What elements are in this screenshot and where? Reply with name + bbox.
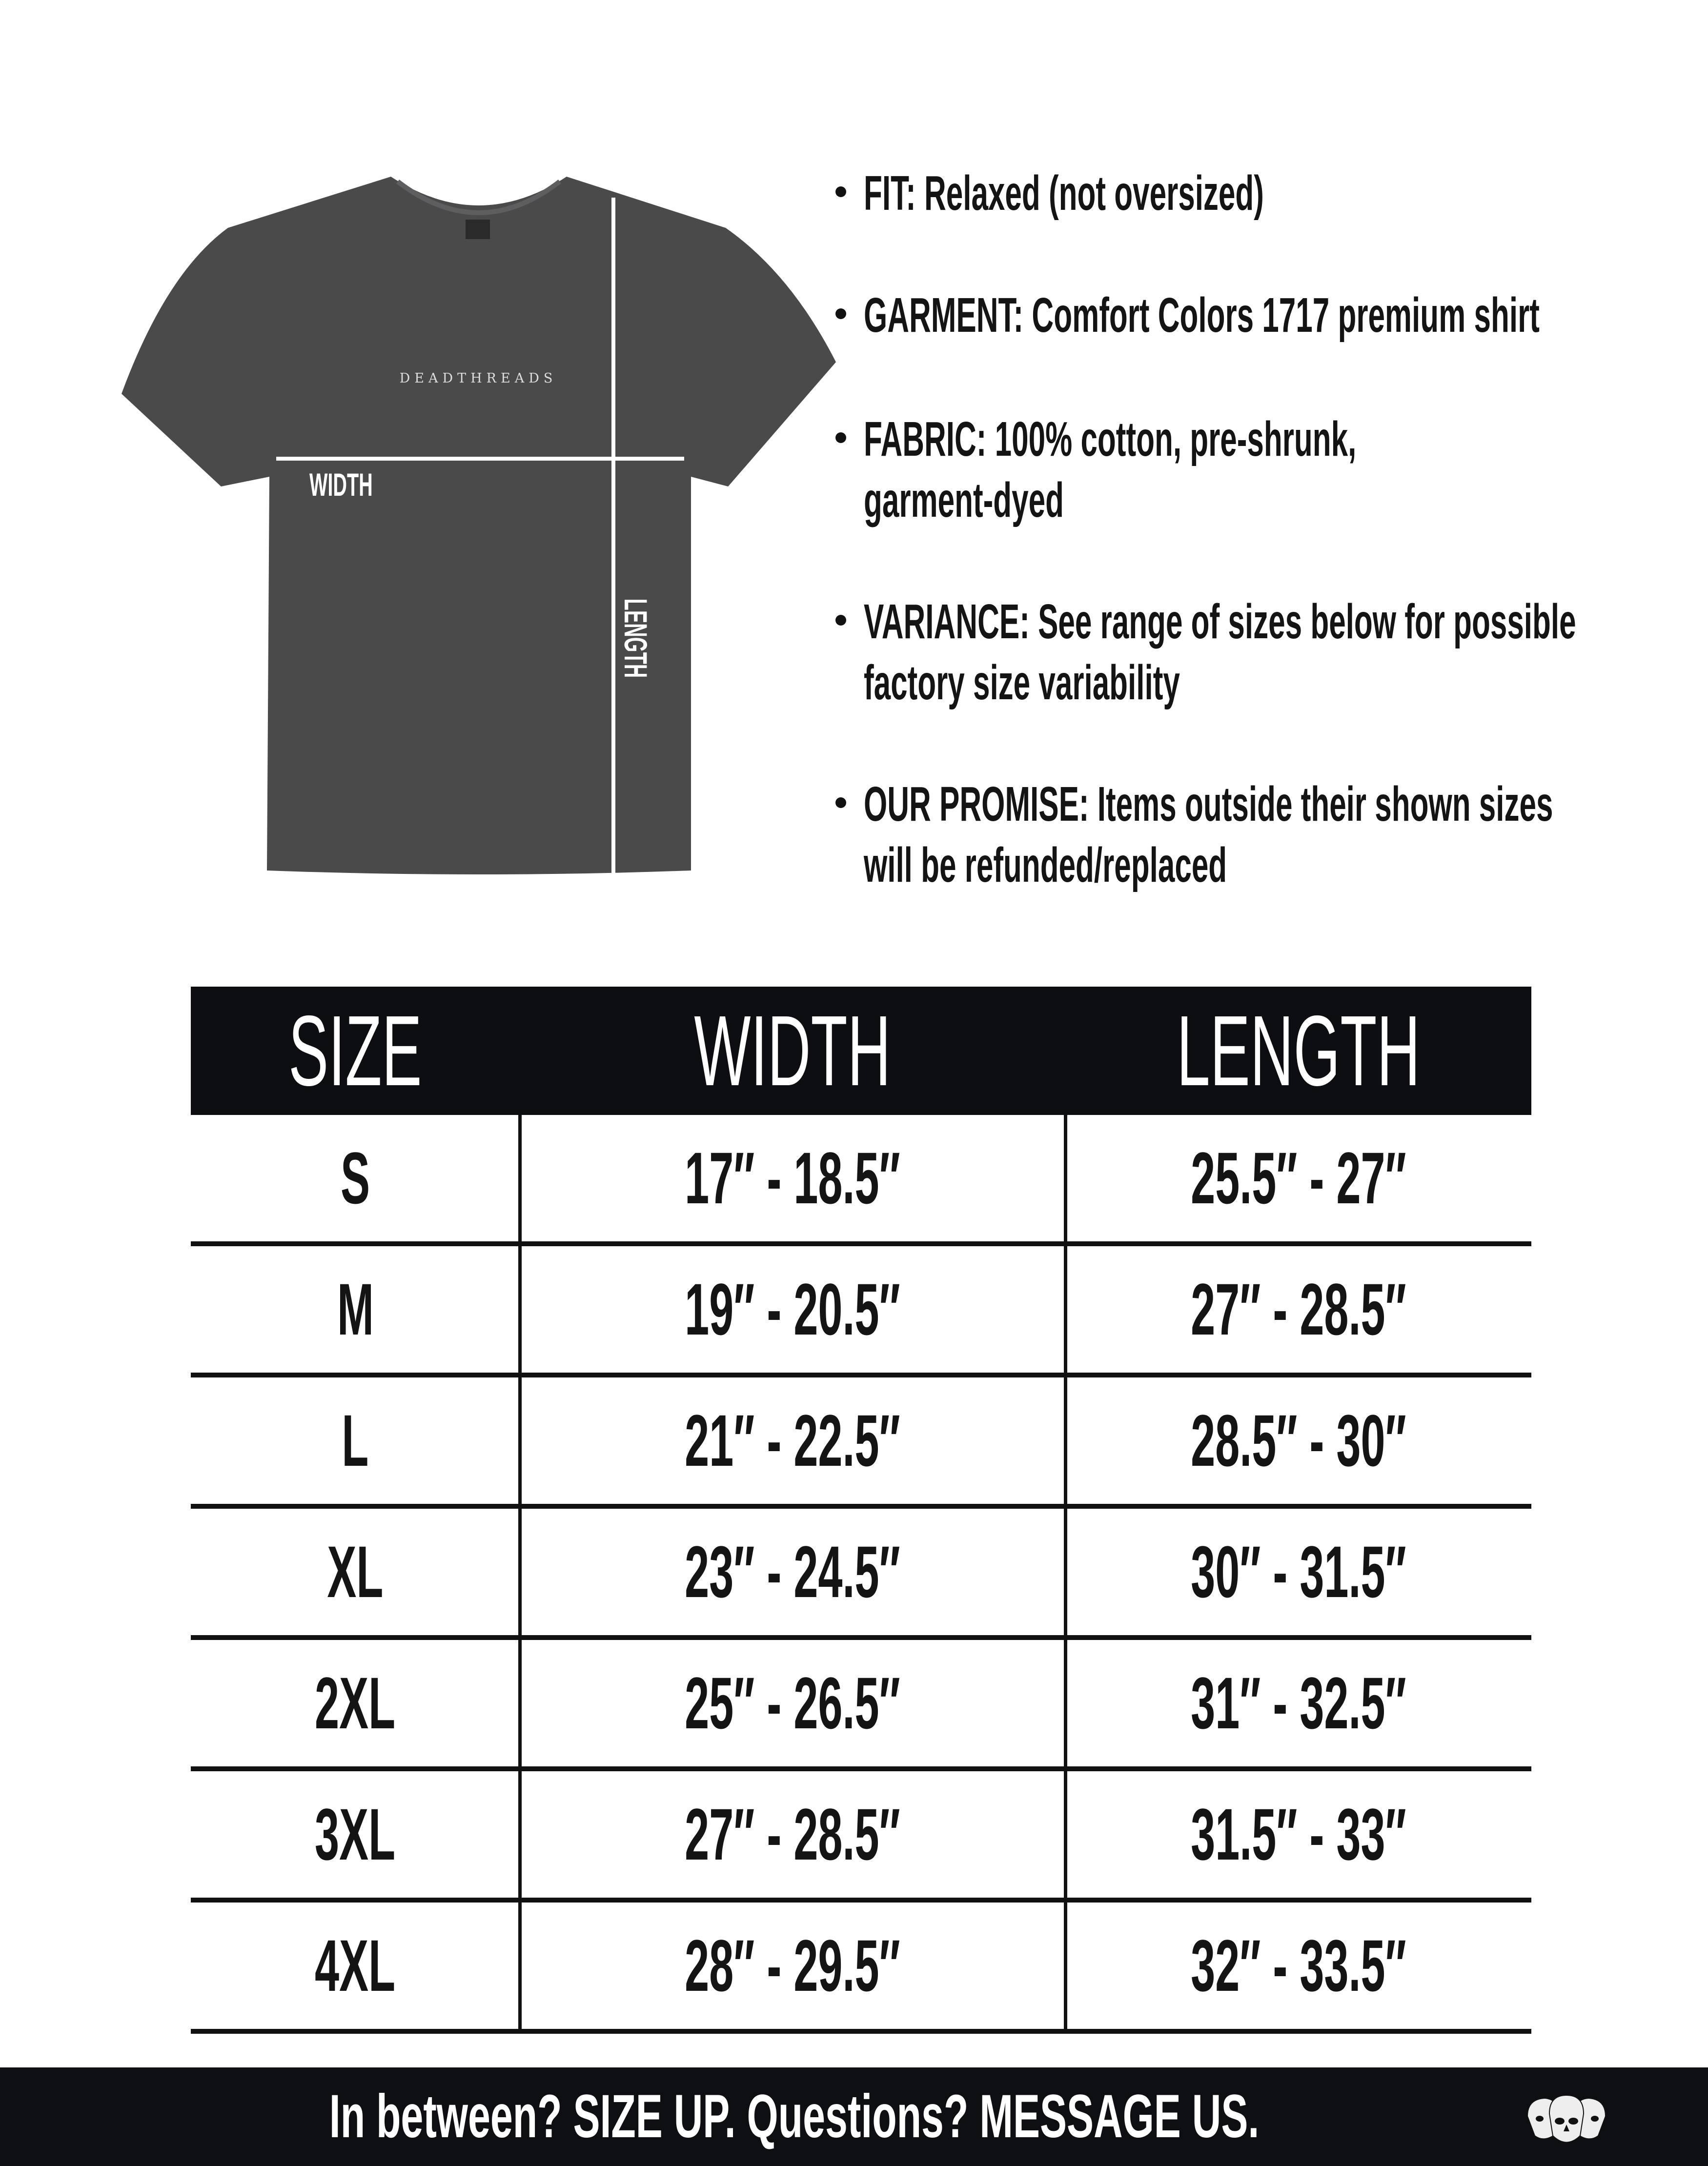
table-row: M 19″ - 20.5″ 27″ - 28.5″ — [191, 1246, 1531, 1377]
neck-tag — [466, 220, 490, 239]
table-row: XL 23″ - 24.5″ 30″ - 31.5″ — [191, 1509, 1531, 1640]
size-chart-table: SIZE WIDTH LENGTH S 17″ - 18.5″ 25.5″ - 27… — [191, 987, 1531, 2034]
width-label: WIDTH — [309, 466, 373, 503]
bullet-dot-icon — [835, 186, 846, 197]
cell-width: 27″ - 28.5″ — [685, 1793, 900, 1875]
cell-length: 28.5″ - 30″ — [1190, 1399, 1406, 1481]
bullet-dot-icon — [835, 308, 846, 319]
table-header: SIZE WIDTH LENGTH — [191, 987, 1531, 1115]
bullet-dot-icon — [835, 797, 846, 808]
cell-length: 27″ - 28.5″ — [1190, 1268, 1406, 1350]
table-row: 2XL 25″ - 26.5″ 31″ - 32.5″ — [191, 1640, 1531, 1771]
cell-length: 31.5″ - 33″ — [1190, 1793, 1406, 1875]
tshirt-size-diagram — [122, 177, 836, 874]
table-row: S 17″ - 18.5″ 25.5″ - 27″ — [191, 1115, 1531, 1246]
shirt-print-text: DEADTHREADS — [399, 371, 557, 386]
collar-seam — [396, 180, 562, 215]
table-row: L 21″ - 22.5″ 28.5″ - 30″ — [191, 1377, 1531, 1509]
cell-length: 30″ - 31.5″ — [1190, 1531, 1406, 1613]
footer-bar: In between? SIZE UP. Questions? MESSAGE … — [0, 2067, 1708, 2166]
cell-length: 25.5″ - 27″ — [1190, 1137, 1406, 1219]
cell-length: 32″ - 33.5″ — [1190, 1924, 1406, 2006]
table-row: 3XL 27″ - 28.5″ 31.5″ - 33″ — [191, 1771, 1531, 1903]
cell-size: 2XL — [315, 1662, 396, 1744]
column-divider — [1064, 1115, 1067, 2034]
column-divider — [518, 1115, 522, 2034]
cell-size: L — [342, 1399, 369, 1481]
bullet-dot-icon — [835, 432, 846, 443]
header-size: SIZE — [288, 995, 422, 1107]
header-width: WIDTH — [694, 995, 891, 1107]
cell-width: 17″ - 18.5″ — [685, 1137, 900, 1219]
cell-size: 3XL — [315, 1793, 396, 1875]
bullet-dot-icon — [835, 615, 846, 626]
tshirt-body — [122, 177, 836, 874]
cell-width: 28″ - 29.5″ — [685, 1924, 900, 2006]
three-skulls-icon — [1526, 2094, 1606, 2143]
header-length: LENGTH — [1177, 995, 1420, 1107]
cell-width: 19″ - 20.5″ — [685, 1268, 900, 1350]
cell-width: 21″ - 22.5″ — [685, 1399, 900, 1481]
table-row: 4XL 28″ - 29.5″ 32″ - 33.5″ — [191, 1903, 1531, 2034]
cell-size: 4XL — [315, 1924, 396, 2006]
cell-size: S — [340, 1137, 370, 1219]
cell-length: 31″ - 32.5″ — [1190, 1662, 1406, 1744]
cell-width: 25″ - 26.5″ — [685, 1662, 900, 1744]
footer-message: In between? SIZE UP. Questions? MESSAGE … — [329, 2083, 1260, 2150]
length-label: LENGTH — [618, 598, 654, 678]
cell-size: M — [337, 1268, 374, 1350]
cell-width: 23″ - 24.5″ — [685, 1531, 900, 1613]
cell-size: XL — [327, 1531, 384, 1613]
